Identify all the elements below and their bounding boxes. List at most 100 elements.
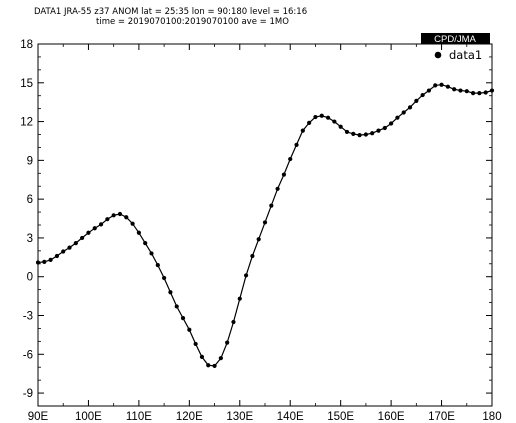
badge-background (421, 33, 490, 44)
data-point (319, 113, 324, 118)
data-point (86, 230, 91, 235)
data-point (187, 327, 192, 332)
legend-label: data1 (449, 48, 482, 62)
data-point (256, 237, 261, 242)
data-point (376, 128, 381, 133)
data-point (111, 213, 116, 218)
plot-frame (37, 43, 493, 407)
data-point (300, 128, 305, 133)
data-point (61, 249, 66, 254)
data-point (168, 290, 173, 295)
data-point (117, 211, 123, 217)
data-point (237, 296, 242, 301)
data-point (351, 131, 356, 136)
data-point (73, 241, 78, 246)
data-point (193, 341, 198, 347)
y-tick-label: -9 (23, 388, 33, 400)
legend-marker (434, 51, 442, 59)
y-tick-label: 3 (27, 233, 33, 245)
data-point (149, 251, 154, 256)
data-point (231, 319, 236, 325)
data-point (338, 124, 343, 129)
y-tick-label: 9 (27, 155, 33, 167)
data-point (206, 363, 211, 368)
data-point (420, 92, 425, 98)
data-point (370, 131, 375, 136)
data-point (180, 315, 186, 321)
y-tick-label: -3 (23, 311, 33, 323)
data-point (130, 221, 135, 226)
data-point (307, 120, 312, 125)
y-tick-label: 18 (20, 39, 33, 51)
data-point (433, 83, 438, 88)
data-point (477, 91, 482, 96)
data-point (143, 241, 148, 246)
y-tick-label: 6 (27, 194, 33, 206)
y-tick-label: 15 (20, 78, 33, 90)
data-point (269, 203, 274, 208)
data-point (470, 91, 476, 96)
data-point (414, 98, 419, 103)
data-point (105, 217, 110, 222)
x-tick-label: 110E (126, 411, 152, 423)
data-point (389, 121, 394, 126)
data-point (199, 354, 205, 359)
data-point (426, 88, 432, 93)
data-point (225, 340, 230, 345)
data-point (445, 84, 450, 89)
data-point (275, 186, 280, 191)
data-point (218, 356, 223, 361)
data-point (395, 115, 400, 120)
x-tick-label: 160E (378, 411, 405, 423)
data-point (382, 125, 387, 131)
data-point (452, 87, 457, 92)
data-point (243, 273, 249, 278)
data-point (483, 90, 488, 95)
data-point (281, 172, 287, 177)
data-point (262, 220, 268, 225)
badge-label: CPD/JMA (434, 34, 476, 45)
data-point (407, 105, 413, 110)
x-tick-label: 120E (176, 411, 203, 423)
data-point (401, 110, 406, 115)
data-point (124, 215, 129, 220)
data-point (155, 262, 160, 268)
data-point (35, 260, 41, 265)
data-point (42, 259, 47, 264)
x-tick-label: 100E (75, 411, 102, 423)
data-point (98, 222, 104, 227)
data-point (54, 253, 60, 259)
data-point (212, 363, 217, 369)
data-point (325, 115, 331, 120)
x-tick-label: 140E (277, 411, 304, 423)
data-point (250, 253, 255, 259)
data-point (174, 304, 179, 309)
data-point (48, 257, 53, 263)
x-tick-label: 150E (327, 411, 354, 423)
y-tick-label: -6 (23, 349, 33, 361)
header-line-1: DATA1 JRA-55 z37 ANOM lat = 25:35 lon = … (34, 7, 307, 17)
data-point (67, 245, 72, 250)
data-point (92, 226, 97, 231)
data-point (332, 119, 337, 124)
y-tick-label: 0 (27, 272, 33, 284)
series-line-data1 (37, 84, 493, 367)
data-point (458, 88, 463, 93)
data-point (162, 275, 167, 281)
data-point (363, 132, 368, 137)
data-point (288, 156, 293, 162)
data-point (313, 114, 318, 120)
x-tick-label: 170E (428, 411, 455, 423)
data-point (136, 230, 141, 235)
x-tick-label: 90E (28, 411, 49, 423)
data-point (464, 89, 469, 94)
y-tick-label: 12 (20, 117, 33, 129)
data-point (80, 235, 85, 241)
plot-area: 18 15 12 9 6 3 0 -3 -6 -9 90E 100E 110E 120E 130E 140E 1… (20, 39, 501, 423)
data-point (489, 88, 495, 93)
x-tick-label: 180 (482, 411, 501, 423)
data-point (357, 133, 362, 138)
data-point (294, 142, 299, 147)
data-point (439, 82, 444, 87)
